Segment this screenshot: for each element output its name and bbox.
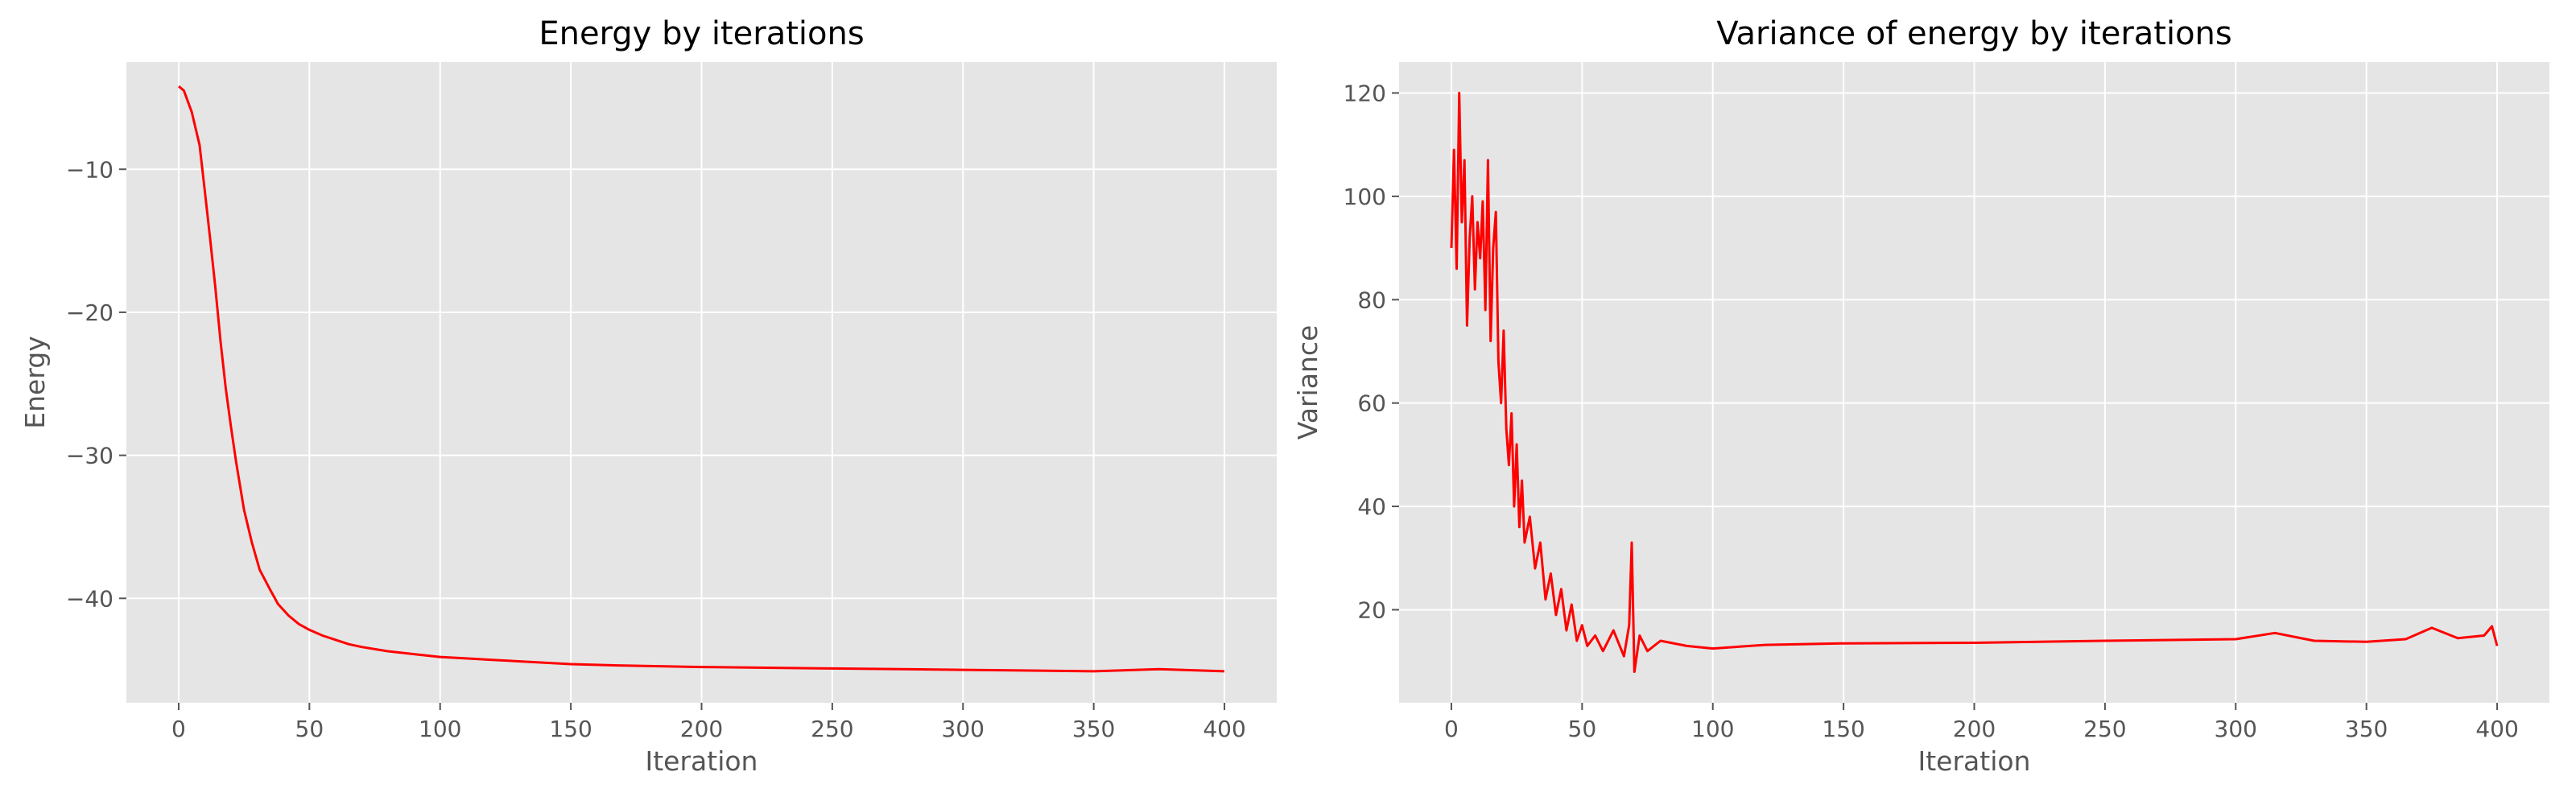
chart-1-x-tick-label: 50 bbox=[1568, 716, 1597, 742]
chart-1-x-tick-label: 250 bbox=[2083, 716, 2126, 742]
chart-0-x-tick-label: 200 bbox=[680, 716, 723, 742]
chart-1-x-tick-label: 100 bbox=[1691, 716, 1734, 742]
chart-0-x-tick-label: 350 bbox=[1072, 716, 1115, 742]
chart-0-title: Energy by iterations bbox=[539, 15, 864, 52]
chart-1-y-tick-label: 100 bbox=[1344, 184, 1386, 210]
chart-1-x-tick-label: 150 bbox=[1822, 716, 1864, 742]
chart-1-title: Variance of energy by iterations bbox=[1716, 15, 2231, 52]
chart-0-y-tick-label: −20 bbox=[66, 299, 114, 326]
variance-chart: 0 50 100 150 200 250 300 350 400 20 40 60 80 100 120 Va… bbox=[1292, 15, 2549, 777]
chart-1-y-tick-label: 40 bbox=[1357, 493, 1386, 520]
chart-0-series-line bbox=[178, 85, 1225, 673]
chart-1-x-tick-label: 200 bbox=[1953, 716, 1996, 742]
chart-0-x-tick-label: 50 bbox=[295, 716, 324, 742]
chart-0-x-tick-label: 400 bbox=[1203, 716, 1245, 742]
chart-1-x-tick-label: 0 bbox=[1444, 716, 1459, 742]
chart-1-y-tick-label: 20 bbox=[1357, 597, 1386, 623]
chart-0-y-tick-label: −10 bbox=[66, 156, 114, 183]
chart-1-series-line bbox=[1450, 92, 2499, 673]
chart-1-x-tick-label: 300 bbox=[2215, 716, 2257, 742]
chart-0-x-tick-label: 100 bbox=[419, 716, 461, 742]
chart-1-y-tick-label: 120 bbox=[1344, 80, 1386, 107]
chart-0-y-tick-label: −30 bbox=[66, 443, 114, 469]
chart-1-x-tick-label: 400 bbox=[2475, 716, 2518, 742]
chart-0-x-tick-label: 0 bbox=[171, 716, 186, 742]
chart-1-x-axis-label: Iteration bbox=[1918, 745, 2031, 777]
chart-0-x-tick-label: 250 bbox=[811, 716, 853, 742]
chart-1-y-axis-label: Variance bbox=[1292, 325, 1323, 440]
chart-0-y-tick-label: −40 bbox=[66, 585, 114, 612]
chart-0-x-tick-label: 150 bbox=[549, 716, 592, 742]
chart-0-y-axis-label: Energy bbox=[19, 336, 51, 429]
chart-1-y-tick-label: 80 bbox=[1357, 287, 1386, 313]
chart-1-x-tick-label: 350 bbox=[2345, 716, 2388, 742]
chart-0-x-axis-label: Iteration bbox=[646, 745, 758, 777]
chart-0-x-tick-label: 300 bbox=[942, 716, 985, 742]
chart-1-y-tick-label: 60 bbox=[1357, 390, 1386, 417]
energy-chart: 0 50 100 150 200 250 300 350 400 −40 −30 −20 −10 Ener… bbox=[19, 15, 1277, 777]
